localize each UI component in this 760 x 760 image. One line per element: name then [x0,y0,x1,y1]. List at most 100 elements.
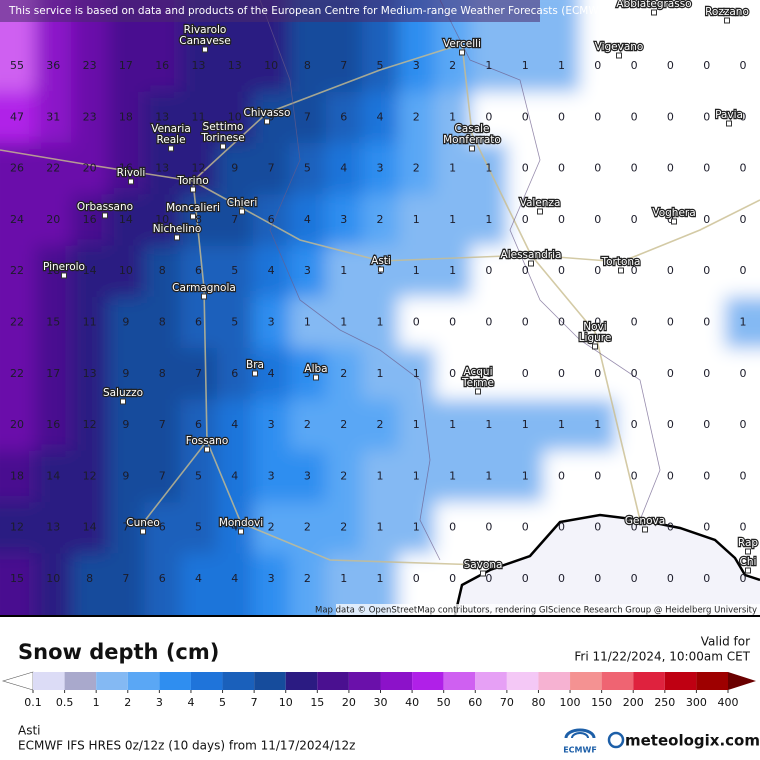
shade-cell [252,553,291,615]
shade-cell [470,91,509,144]
grid-value: 18 [46,264,60,277]
shade-cell [688,399,726,452]
attribution-bg [336,604,760,615]
grid-value: 3 [268,316,275,329]
shade-cell [35,91,73,144]
grid-value: 0 [667,367,674,380]
shade-cell [434,502,472,555]
colorbar-cell [127,672,160,690]
grid-value: 1 [377,521,384,534]
colorbar-cell [601,672,634,690]
shade-cell [180,91,218,144]
shade-cell [361,553,400,615]
grid-value: 3 [268,572,275,585]
grid-value: 20 [46,213,60,226]
grid-value: 2 [304,572,311,585]
grid-value: 3 [340,213,347,226]
shade-cell [724,296,760,350]
shade-cell [361,91,400,144]
city-dot [469,145,475,152]
shade-cell [579,348,617,401]
colorbar-cell [664,672,697,690]
grid-value: 1 [485,469,492,482]
grid-value: 2 [377,418,384,431]
grid-value: 4 [231,521,238,534]
shade-cell [579,296,617,350]
notice: This service is based on data and produc… [8,5,609,17]
grid-value: 16 [155,59,169,72]
grid-value: 1 [558,418,565,431]
grid-value: 2 [340,418,347,431]
city-dot [102,212,108,219]
city-label: Chivasso [244,107,291,119]
city-dot [745,567,751,574]
grid-value: 4 [268,367,275,380]
city-label: Abbiategrasso [616,0,691,10]
shade-cell [107,296,146,350]
city-dot [238,528,244,535]
grid-value: 0 [703,316,710,329]
grid-value: 0 [703,418,710,431]
grid-value: 1 [740,316,747,329]
grid-value: 6 [340,110,347,123]
city-dot [618,267,624,274]
grid-value: 6 [159,521,166,534]
grid-value: 10 [228,110,242,123]
shade-cell [398,502,436,555]
city-dot [239,208,245,215]
colorbar-cell [159,672,191,690]
grid-value: 6 [159,572,166,585]
city-label: Chieri [227,197,258,209]
shade-cell [252,450,291,504]
grid-value: 1 [485,213,492,226]
shade-cell [579,142,617,196]
grid-value: 2 [304,521,311,534]
shade-cell [289,450,327,504]
shade-cell [579,245,617,298]
shade-cell [688,348,726,401]
grid-value: 1 [558,59,565,72]
shade-cell [144,348,182,401]
grid-value: 11 [192,110,206,123]
grid-value: 0 [594,110,601,123]
grid-value: 23 [83,59,97,72]
grid-value: 9 [122,316,129,329]
colorbar-cell [64,672,97,690]
grid-value: 22 [10,316,24,329]
grid-value: 18 [119,110,133,123]
grid-value: 0 [594,521,601,534]
map: 55 36 23 17 16 13 13 10 8 7 5 3 2 1 1 1 0 0 0 0 047 31 23 18 13 1… [0,0,760,615]
city-label: Pavia [715,109,743,121]
shade-cell [470,399,509,452]
grid-value: 0 [522,264,529,277]
grid-value: 0 [703,110,710,123]
grid-value: 14 [83,264,97,277]
grid-value: 10 [155,213,169,226]
grid-value: 0 [667,572,674,585]
shade-cell [652,194,690,247]
grid-value: 5 [377,59,384,72]
grid-value: 0 [667,110,674,123]
shade-cell [507,399,545,452]
city-label: Rozzano [705,6,749,18]
colorbar-label: 0.5 [56,696,74,709]
grid-value: 13 [83,367,97,380]
grid-value: 0 [631,469,638,482]
colorbar-label: 30 [374,696,388,709]
location: Asti [18,724,41,738]
city-label: Bra [246,359,264,371]
grid-value: 1 [449,213,456,226]
shade-cell [252,194,291,247]
shade-cell [35,553,73,615]
grid-value: 8 [159,264,166,277]
grid-value: 0 [667,59,674,72]
shade-cell [434,245,472,298]
city-label: Rivarolo Canavese [179,24,230,47]
grid-value: 9 [122,367,129,380]
grid-value: 24 [10,213,24,226]
grid-value: 31 [46,110,60,123]
city-dot [480,570,486,577]
colorbar-label: 250 [654,696,675,709]
shade-cell [579,0,617,93]
